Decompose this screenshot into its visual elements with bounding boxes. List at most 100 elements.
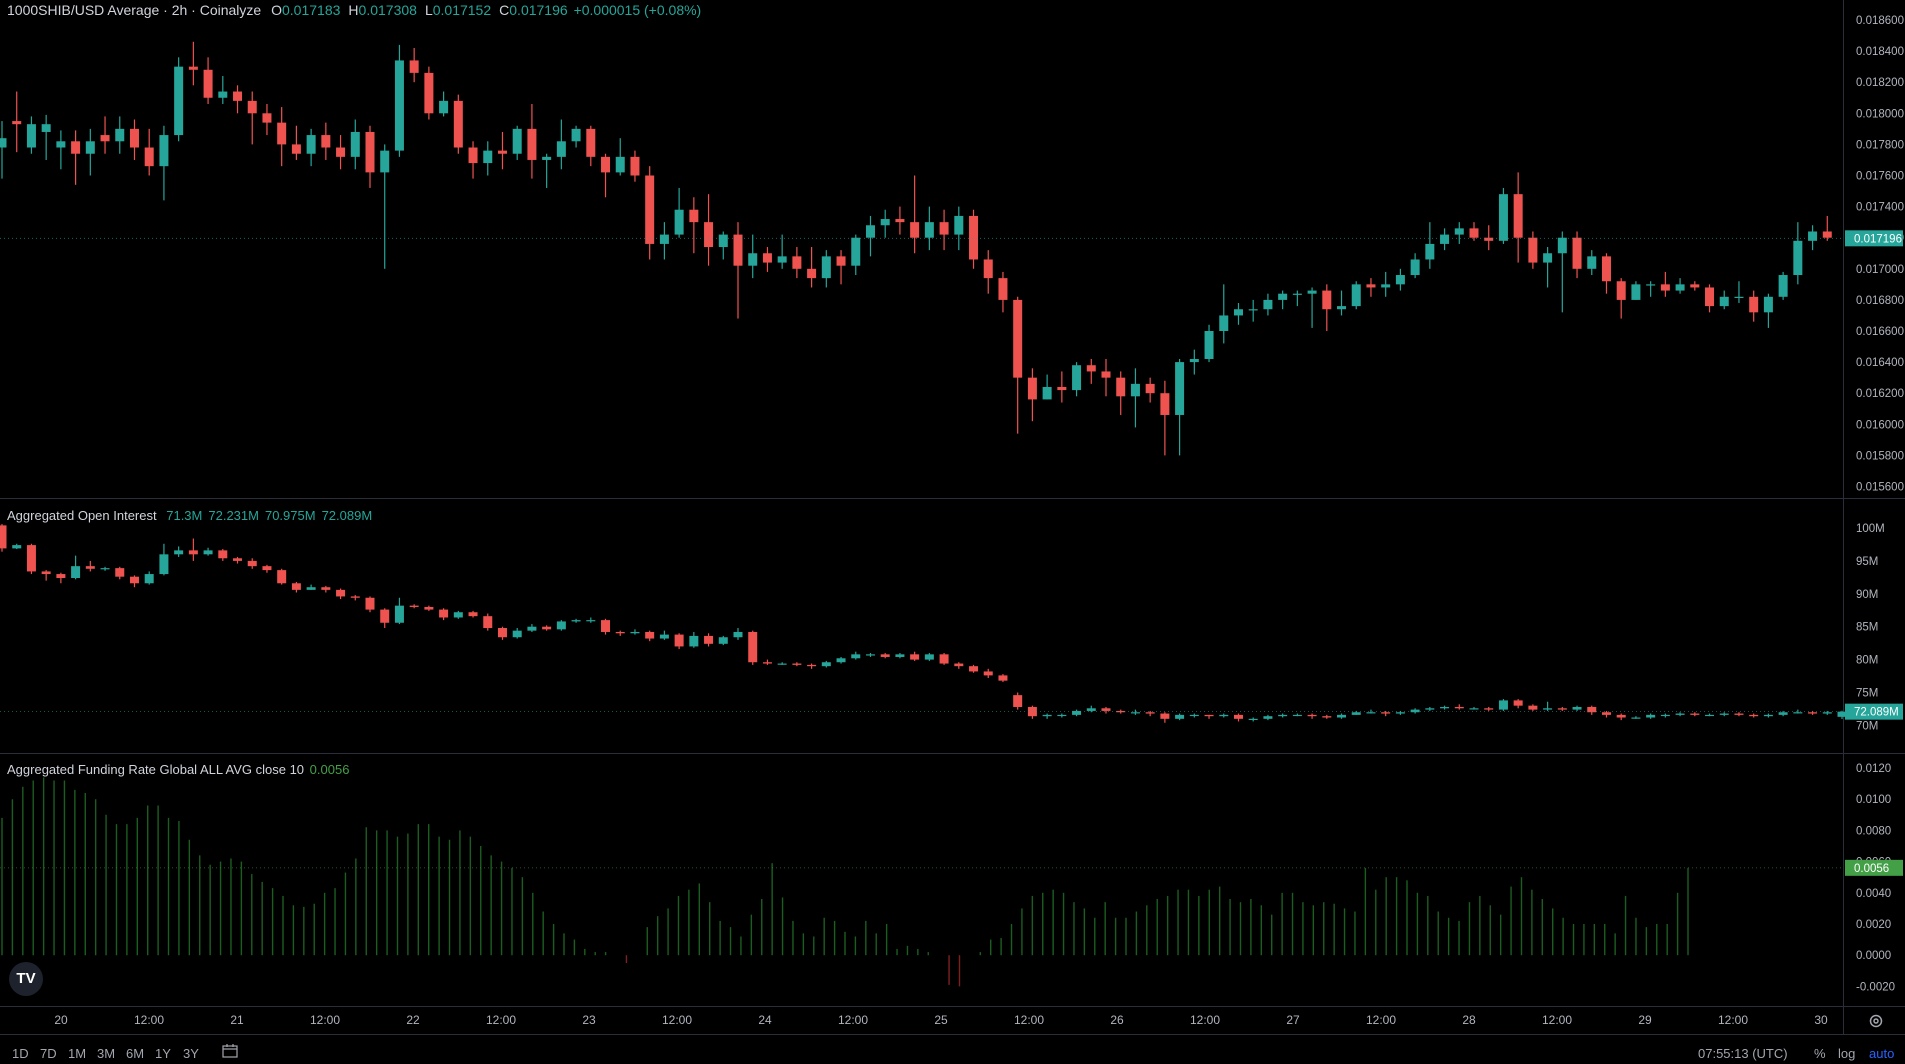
percent-toggle[interactable]: % [1814, 1046, 1826, 1061]
y-tick-label: 0.0020 [1856, 919, 1891, 931]
candle-body [969, 215, 979, 260]
candle-body [1454, 706, 1464, 709]
candle-body [394, 60, 404, 151]
candle-body [1631, 284, 1641, 300]
gear-icon[interactable] [1868, 1013, 1884, 1029]
y-tick-label: 100M [1856, 523, 1885, 535]
candle-body [1763, 296, 1773, 313]
last-value-badge-text: 72.089M [1854, 707, 1899, 719]
candle-body [233, 91, 243, 101]
open-interest-candles [0, 524, 1847, 723]
y-tick-label: 75M [1856, 688, 1878, 700]
period-button-1d[interactable]: 1D [12, 1046, 29, 1061]
last-value-badge-text: 0.017196 [1854, 233, 1902, 245]
candle-body [129, 128, 139, 148]
y-tick-label: 0.016000 [1856, 419, 1904, 431]
candle-body [954, 663, 964, 667]
candle-body [1601, 712, 1611, 715]
candle-body [1469, 708, 1479, 710]
candle-body [1042, 714, 1052, 717]
candle-body [439, 100, 449, 114]
candle-body [998, 675, 1008, 681]
last-value-badge-text: 0.0056 [1854, 863, 1889, 875]
candle-body [645, 175, 655, 244]
candle-body [1307, 714, 1317, 717]
time-tick-label: 23 [582, 1013, 596, 1027]
candle-body [71, 566, 81, 579]
time-tick-label: 27 [1286, 1013, 1300, 1027]
candle-body [468, 147, 478, 164]
candle-body [1513, 194, 1523, 238]
candle-body [1705, 287, 1715, 307]
price-legend: 1000SHIB/USD Average · 2h · Coinalyze O0… [7, 2, 701, 18]
candle-body [1808, 231, 1818, 241]
utc-clock[interactable]: 07:55:13 (UTC) [1698, 1046, 1788, 1061]
candle-body [100, 568, 110, 570]
candle-body [748, 631, 758, 663]
time-tick-label: 20 [54, 1013, 68, 1027]
candle-body [1734, 296, 1744, 298]
candle-body [1248, 718, 1258, 721]
candle-body [1719, 713, 1729, 715]
candle-body [497, 150, 507, 154]
candle-body [718, 637, 728, 644]
tradingview-logo[interactable]: TV [9, 962, 43, 996]
y-tick-label: 0.0100 [1856, 794, 1891, 806]
candle-body [1057, 386, 1067, 391]
candle-body [439, 609, 449, 618]
candle-body [1646, 284, 1656, 286]
period-button-7d[interactable]: 7D [40, 1046, 57, 1061]
y-tick-label: 0.018400 [1856, 46, 1904, 58]
candle-body [1675, 284, 1685, 291]
candle-body [895, 654, 905, 657]
period-button-6m[interactable]: 6M [126, 1046, 145, 1061]
candle-body [939, 654, 949, 664]
candle-body [453, 100, 463, 148]
candle-body [1410, 709, 1420, 713]
period-button-1y[interactable]: 1Y [155, 1046, 171, 1061]
candle-body [1278, 714, 1288, 717]
candle-body [365, 131, 375, 173]
candle-body [601, 620, 611, 632]
candle-body [836, 256, 846, 266]
calendar-icon[interactable] [222, 1044, 238, 1058]
candle-body [115, 128, 125, 142]
candle-body [174, 66, 184, 136]
candle-body [277, 570, 287, 584]
period-button-3y[interactable]: 3Y [183, 1046, 199, 1061]
y-tick-label: 0.018600 [1856, 15, 1904, 27]
candle-body [1793, 240, 1803, 276]
candle-body [159, 554, 169, 575]
candle-body [1366, 284, 1376, 288]
time-tick-label: 12:00 [310, 1013, 340, 1027]
candle-body [762, 253, 772, 263]
candle-body [527, 626, 537, 631]
candle-body [1484, 237, 1494, 241]
candle-body [468, 612, 478, 617]
period-button-1m[interactable]: 1M [68, 1046, 87, 1061]
candle-body [203, 69, 213, 98]
candle-body [306, 587, 316, 590]
last-price-badge: 0.017196 [0, 230, 1903, 247]
y-tick-label: 0.0120 [1856, 763, 1891, 775]
ohlc-item: O0.017183 [271, 2, 340, 18]
auto-toggle[interactable]: auto [1869, 1046, 1895, 1061]
candle-body [115, 568, 125, 577]
candle-body [1822, 712, 1832, 714]
time-tick-label: 22 [406, 1013, 420, 1027]
time-tick-label: 12:00 [838, 1013, 868, 1027]
y-tick-label: 0.018200 [1856, 77, 1904, 89]
ohlc-value: 0.017152 [432, 2, 492, 18]
candle-body [1086, 365, 1096, 372]
time-tick-label: 21 [230, 1013, 244, 1027]
time-tick-label: 28 [1462, 1013, 1476, 1027]
candle-body [336, 147, 346, 157]
log-toggle[interactable]: log [1838, 1046, 1856, 1061]
period-button-3m[interactable]: 3M [97, 1046, 116, 1061]
candle-body [1013, 299, 1023, 378]
candle-body [1808, 712, 1818, 714]
candle-body [144, 147, 154, 167]
candle-body [1572, 706, 1582, 710]
candle-body [998, 278, 1008, 300]
